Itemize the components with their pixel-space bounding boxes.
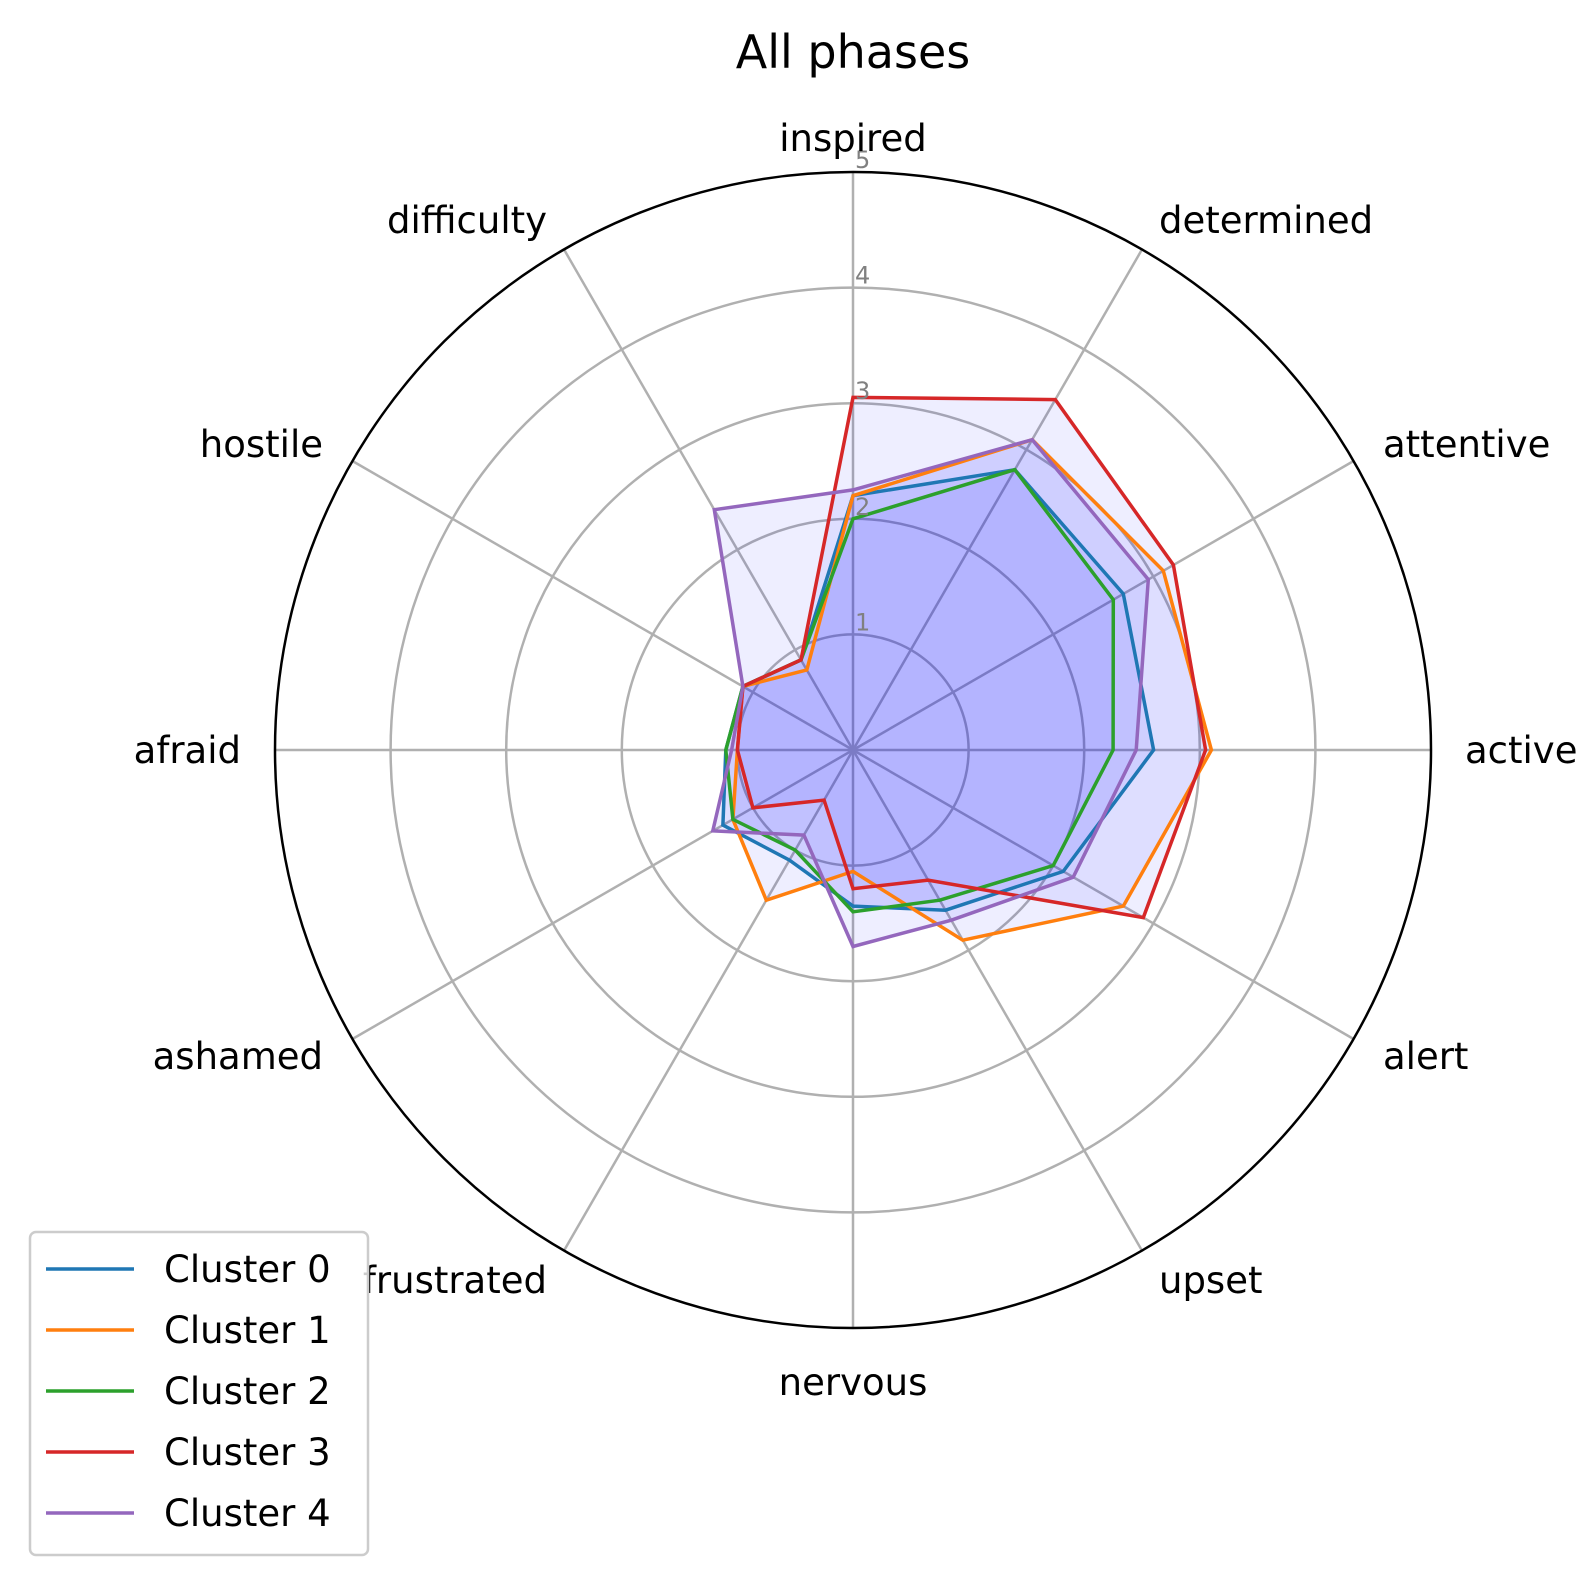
legend-label-3: Cluster 3 [164,1431,331,1474]
series-lines [710,395,1214,949]
axis-label-frustrated: frustrated [363,1259,547,1302]
legend-label-0: Cluster 0 [164,1248,331,1291]
spoke-determined [851,248,1144,751]
axis-label-determined: determined [1159,199,1373,242]
spoke-hostile [351,459,854,752]
axis-label-attentive: attentive [1383,423,1550,466]
spoke-upset [851,749,1144,1252]
outer-ring [273,170,1433,1330]
axis-label-upset: upset [1159,1259,1262,1302]
spoke-alert [852,748,1355,1041]
axis-label-inspired: inspired [779,117,926,160]
legend-label-2: Cluster 2 [164,1370,331,1413]
series-line-4 [710,437,1151,949]
radial-tick-labels: 1 2 3 4 5 [855,146,870,636]
spoke-ashamed [351,748,854,1041]
r-tick-label: 3 [855,377,870,405]
axis-label-hostile: hostile [200,423,323,466]
spoke-difficulty [562,248,855,751]
series-fill-3 [737,397,1206,918]
axis-label-nervous: nervous [779,1361,928,1404]
axis-label-alert: alert [1383,1035,1468,1078]
axis-labels: inspired determined attentive active alert up… [134,117,1578,1404]
legend-label-4: Cluster 4 [164,1492,331,1535]
r-tick-label: 5 [855,146,870,174]
chart-title: All phases [736,25,970,79]
r-tick-label: 1 [855,608,870,636]
legend-label-1: Cluster 1 [164,1309,331,1352]
axis-label-ashamed: ashamed [153,1035,323,1078]
axis-label-difficulty: difficulty [387,199,547,242]
axis-label-active: active [1465,729,1577,772]
r-tick-label: 4 [855,262,870,290]
r-tick-label: 2 [855,493,870,521]
series-fill-4 [712,439,1149,947]
spoke-attentive [852,459,1355,752]
series-fill-1 [732,439,1212,941]
legend-frame [28,1230,370,1557]
axis-label-afraid: afraid [134,729,241,772]
legend: Cluster 0 Cluster 1 Cluster 2 Cluster 3 Clus… [28,1230,370,1557]
